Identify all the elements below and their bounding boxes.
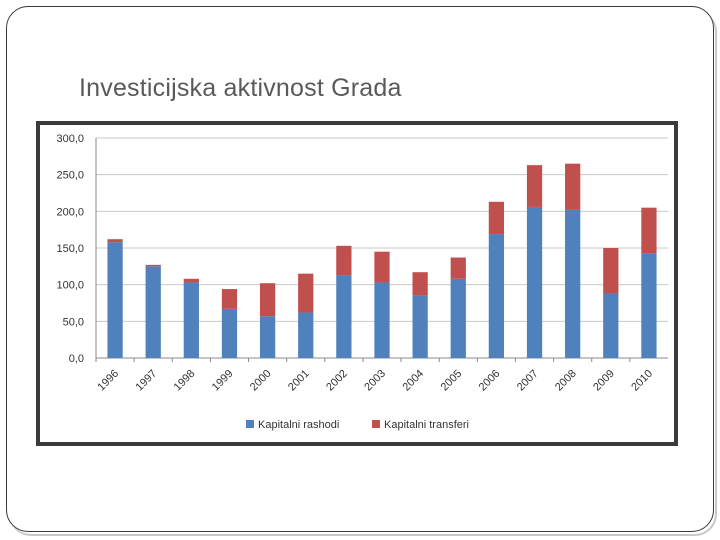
bar-kapitalni-transferi bbox=[259, 283, 276, 317]
y-tick-label: 200,0 bbox=[56, 206, 84, 218]
x-tick-label: 1999 bbox=[210, 368, 236, 394]
bar-kapitalni-transferi bbox=[336, 245, 352, 276]
bar-kapitalni-rashodi bbox=[145, 266, 161, 358]
bar-kapitalni-rashodi bbox=[298, 312, 314, 358]
x-tick-label: 2007 bbox=[515, 368, 541, 394]
legend-swatch bbox=[372, 420, 380, 428]
y-tick-label: 150,0 bbox=[56, 243, 84, 255]
x-tick-label: 2008 bbox=[553, 368, 579, 394]
bar-kapitalni-transferi bbox=[526, 165, 543, 207]
bar-kapitalni-rashodi bbox=[641, 253, 657, 358]
chart-frame: 0,0 50,0 100,0 150,0 200,0 250,0 300,0 1996 1997… bbox=[36, 121, 678, 446]
bar-kapitalni-rashodi bbox=[107, 242, 123, 358]
bar-kapitalni-rashodi bbox=[603, 293, 619, 358]
x-tick-label: 2009 bbox=[591, 368, 617, 394]
bar-kapitalni-rashodi bbox=[221, 308, 238, 358]
bar-kapitalni-transferi bbox=[221, 289, 238, 309]
chart-area: 0,0 50,0 100,0 150,0 200,0 250,0 300,0 1996 1997… bbox=[40, 125, 674, 442]
bar-kapitalni-transferi bbox=[641, 207, 657, 254]
y-tick-label: 50,0 bbox=[63, 316, 84, 328]
bar-kapitalni-transferi bbox=[488, 201, 505, 235]
bar-kapitalni-transferi bbox=[298, 273, 314, 313]
y-tick-label: 300,0 bbox=[56, 133, 84, 145]
x-tick-label: 1997 bbox=[134, 368, 160, 394]
x-tick-label: 2006 bbox=[477, 368, 503, 394]
x-tick-label: 2002 bbox=[324, 368, 350, 394]
bar-kapitalni-rashodi bbox=[450, 278, 466, 358]
x-tick-label: 2010 bbox=[629, 368, 655, 394]
bar-kapitalni-rashodi bbox=[565, 209, 581, 358]
bar-kapitalni-rashodi bbox=[336, 275, 352, 358]
bar-kapitalni-rashodi bbox=[488, 234, 505, 358]
x-tick-label: 2001 bbox=[286, 368, 312, 394]
bar-kapitalni-rashodi bbox=[183, 282, 199, 358]
bar-kapitalni-transferi bbox=[412, 272, 428, 296]
y-tick-label: 100,0 bbox=[56, 280, 84, 292]
y-tick-label: 250,0 bbox=[56, 170, 84, 182]
x-tick-label: 2005 bbox=[439, 368, 465, 394]
bar-kapitalni-rashodi bbox=[259, 316, 276, 358]
x-tick-label: 1996 bbox=[95, 368, 121, 394]
bar-kapitalni-transferi bbox=[145, 264, 161, 267]
slide-title: Investicijska aktivnost Grada bbox=[79, 74, 402, 102]
legend-label: Kapitalni transferi bbox=[384, 419, 469, 431]
x-tick-label: 2004 bbox=[400, 368, 426, 394]
y-tick-label: 0,0 bbox=[69, 353, 84, 365]
legend-label: Kapitalni rashodi bbox=[258, 419, 339, 431]
bar-kapitalni-rashodi bbox=[412, 295, 428, 358]
x-tick-label: 2003 bbox=[362, 368, 388, 394]
bar-kapitalni-transferi bbox=[107, 239, 123, 243]
bar-kapitalni-rashodi bbox=[526, 206, 543, 358]
stacked-bar-chart: 0,0 50,0 100,0 150,0 200,0 250,0 300,0 1996 1997… bbox=[56, 133, 668, 431]
bar-kapitalni-transferi bbox=[565, 163, 581, 210]
bar-kapitalni-transferi bbox=[603, 248, 619, 294]
x-tick-label: 2000 bbox=[248, 368, 274, 394]
slide-shadow bbox=[9, 10, 717, 536]
bar-kapitalni-transferi bbox=[450, 257, 466, 279]
legend-swatch bbox=[246, 420, 254, 428]
bar-kapitalni-transferi bbox=[374, 251, 390, 283]
bar-kapitalni-transferi bbox=[183, 278, 199, 283]
x-tick-label: 1998 bbox=[172, 368, 198, 394]
bar-kapitalni-rashodi bbox=[374, 282, 390, 358]
